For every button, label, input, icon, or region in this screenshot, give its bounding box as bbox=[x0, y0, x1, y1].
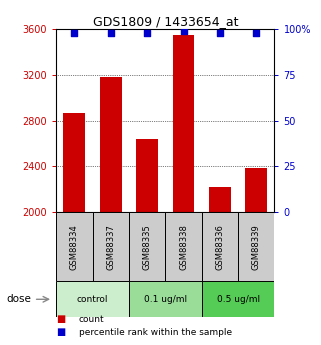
Point bbox=[181, 28, 186, 34]
Bar bbox=[64, 113, 85, 345]
Text: percentile rank within the sample: percentile rank within the sample bbox=[79, 328, 232, 337]
Bar bbox=[238, 212, 274, 281]
Bar bbox=[165, 212, 202, 281]
Text: GSM88337: GSM88337 bbox=[106, 224, 115, 269]
Bar bbox=[129, 281, 202, 317]
Text: GSM88335: GSM88335 bbox=[143, 224, 152, 269]
Text: 0.5 ug/ml: 0.5 ug/ml bbox=[216, 295, 260, 304]
Point bbox=[217, 30, 222, 36]
Bar bbox=[202, 212, 238, 281]
Text: count: count bbox=[79, 315, 104, 324]
Bar bbox=[56, 212, 92, 281]
Bar bbox=[92, 212, 129, 281]
Text: dose: dose bbox=[6, 294, 31, 304]
Bar bbox=[136, 139, 158, 345]
Point bbox=[254, 30, 259, 36]
Bar bbox=[100, 77, 122, 345]
Text: 0.1 ug/ml: 0.1 ug/ml bbox=[144, 295, 187, 304]
Text: GSM88338: GSM88338 bbox=[179, 224, 188, 269]
Text: control: control bbox=[77, 295, 108, 304]
Text: GSM88336: GSM88336 bbox=[215, 224, 224, 269]
Point bbox=[144, 30, 150, 36]
Bar bbox=[173, 35, 195, 345]
Point bbox=[108, 30, 113, 36]
Bar bbox=[56, 281, 129, 317]
Text: ■: ■ bbox=[56, 314, 65, 324]
Title: GDS1809 / 1433654_at: GDS1809 / 1433654_at bbox=[92, 15, 238, 28]
Text: GSM88339: GSM88339 bbox=[252, 224, 261, 269]
Bar bbox=[209, 187, 231, 345]
Text: GSM88334: GSM88334 bbox=[70, 224, 79, 269]
Bar bbox=[245, 168, 267, 345]
Bar bbox=[202, 281, 274, 317]
Point bbox=[72, 30, 77, 36]
Text: ■: ■ bbox=[56, 327, 65, 337]
Bar bbox=[129, 212, 165, 281]
